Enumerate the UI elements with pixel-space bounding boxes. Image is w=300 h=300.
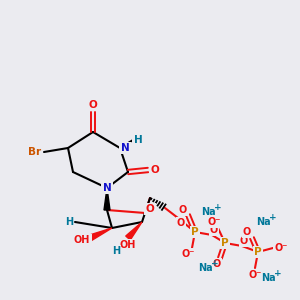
Text: Na: Na — [198, 263, 212, 273]
Text: O⁻: O⁻ — [248, 270, 262, 280]
Text: Br: Br — [28, 147, 42, 157]
Text: N: N — [103, 183, 111, 193]
Text: O: O — [151, 165, 159, 175]
Text: +: + — [214, 203, 222, 212]
Text: Na: Na — [201, 207, 215, 217]
Text: Na: Na — [256, 217, 270, 227]
Text: N: N — [121, 143, 129, 153]
Text: P: P — [221, 238, 229, 248]
Text: H: H — [65, 217, 73, 227]
Text: H: H — [112, 246, 120, 256]
Text: Na: Na — [261, 273, 275, 283]
Text: O⁻: O⁻ — [207, 217, 221, 227]
Text: +: + — [269, 214, 277, 223]
Text: O: O — [146, 204, 154, 214]
Text: O: O — [177, 218, 185, 228]
Text: P: P — [191, 227, 199, 237]
Text: O: O — [179, 205, 187, 215]
Text: +: + — [211, 260, 219, 268]
Text: O⁻: O⁻ — [181, 249, 195, 259]
Text: O: O — [213, 259, 221, 269]
Text: O: O — [88, 100, 98, 110]
Text: P: P — [254, 247, 262, 257]
Text: O⁻: O⁻ — [274, 243, 288, 253]
Text: O: O — [240, 236, 248, 246]
Text: OH: OH — [120, 240, 136, 250]
Text: O: O — [243, 227, 251, 237]
Polygon shape — [104, 188, 110, 210]
Text: +: + — [274, 269, 282, 278]
Text: O: O — [210, 225, 218, 235]
Polygon shape — [126, 222, 142, 240]
Text: H: H — [134, 135, 142, 145]
Polygon shape — [89, 228, 112, 241]
Text: OH: OH — [74, 235, 90, 245]
